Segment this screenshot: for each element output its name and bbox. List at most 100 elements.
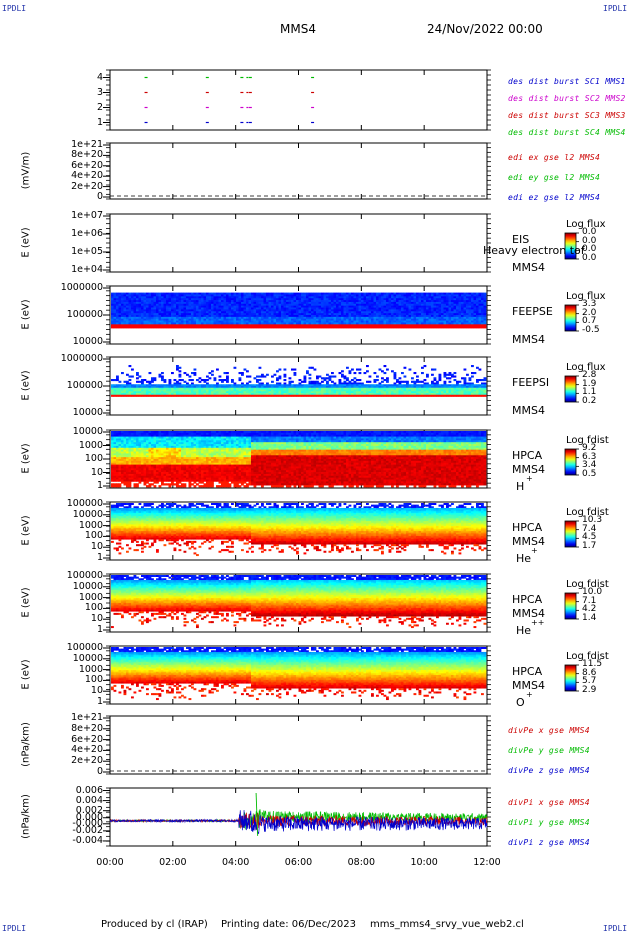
ylabel-eis: E (eV) (21, 203, 32, 283)
ytick-label-hpca_o: 10 (33, 685, 103, 696)
ylabel-feepse: E (eV) (21, 275, 32, 355)
ytick-label-hpca_hepp: 100000 (33, 570, 103, 581)
page: { "corners": {"tl": "IPDLI", "tr": "IPDL… (0, 0, 630, 934)
spectrogram-hpca_hepp (111, 575, 486, 628)
legend-divpi-1: divPi y gse MMS4 (508, 818, 590, 827)
xtick-label: 10:00 (404, 857, 444, 868)
ylabel-hpca_o: E (eV) (21, 635, 32, 715)
spectrogram-hpca_h (111, 431, 486, 487)
ytick-label-hpca_o: 100 (33, 674, 103, 685)
legend-edi-0: edi ex gse l2 MMS4 (508, 153, 600, 162)
ytick-label-hpca_o: 1000 (33, 664, 103, 675)
species-charge-hpca_hepp: ++ (531, 618, 544, 627)
ytick-label-divpe: 0 (33, 766, 103, 777)
legend-divpe-0: divPe x gse MMS4 (508, 726, 590, 735)
legend-burst-3: des dist burst SC4 MMS4 (508, 128, 626, 137)
ytick-label-eis: 1e+05 (33, 246, 103, 257)
ytick-label-edi: 0 (33, 191, 103, 202)
ytick-label-divpe: 6e+20 (33, 734, 103, 745)
ytick-label-hpca_o: 10000 (33, 653, 103, 664)
species-hpca_he: He (516, 552, 531, 565)
ytick-label-eis: 1e+07 (33, 210, 103, 221)
ytick-label-divpi: 0.006 (33, 785, 103, 796)
ylabel-hpca_hepp: E (eV) (21, 563, 32, 643)
legend-edi-2: edi ez gse l2 MMS4 (508, 193, 600, 202)
legend-burst-2: des dist burst SC3 MMS3 (508, 111, 626, 120)
ylabel-hpca_he: E (eV) (21, 491, 32, 571)
instrument-sc-eis: MMS4 (512, 261, 545, 274)
ytick-label-burst: 1 (33, 117, 103, 128)
xtick-label: 06:00 (279, 857, 319, 868)
colorbar-hpca_he (565, 521, 576, 547)
burst-markers (145, 78, 315, 123)
species-hpca_o: O (516, 696, 525, 709)
ytick-label-eis: 1e+04 (33, 264, 103, 275)
ytick-label-hpca_hepp: 10000 (33, 581, 103, 592)
ytick-label-edi: 8e+20 (33, 149, 103, 160)
ytick-label-hpca_hepp: 1000 (33, 592, 103, 603)
panel-frame-edi (110, 143, 487, 199)
ytick-label-hpca_hepp: 10 (33, 613, 103, 624)
ytick-label-divpe: 4e+20 (33, 744, 103, 755)
ytick-label-edi: 4e+20 (33, 170, 103, 181)
ytick-label-burst: 2 (33, 102, 103, 113)
colorbar-value-feepsi: 0.2 (582, 396, 596, 406)
species-hpca_h: H (516, 480, 524, 493)
eis-overlay-text: Heavy electron tof (483, 244, 585, 257)
legend-divpi-0: divPi x gse MMS4 (508, 798, 590, 807)
ytick-label-hpca_he: 10000 (33, 509, 103, 520)
spectrogram-feepse (111, 293, 486, 329)
ylabel-hpca_h: E (eV) (21, 419, 32, 499)
instrument-name-hpca_h: HPCA (512, 449, 542, 462)
ytick-label-hpca_hepp: 1 (33, 624, 103, 635)
colorbar-feepse (565, 305, 576, 331)
colorbar-hpca_o (565, 665, 576, 691)
ytick-label-hpca_he: 1000 (33, 520, 103, 531)
ytick-label-divpi: -0.004 (33, 835, 103, 846)
ytick-label-divpe: 1e+21 (33, 712, 103, 723)
ytick-label-hpca_h: 1 (33, 480, 103, 491)
divpi-traces (110, 793, 487, 836)
ytick-label-divpe: 8e+20 (33, 723, 103, 734)
ytick-label-feepse: 100000 (33, 309, 103, 320)
ytick-label-hpca_he: 100 (33, 530, 103, 541)
ylabel-divpi: (nPa/km) (21, 777, 32, 857)
legend-divpe-2: divPe z gse MMS4 (508, 766, 590, 775)
colorbar-value-hpca_he: 1.7 (582, 541, 596, 551)
ylabel-feepsi: E (eV) (21, 346, 32, 426)
ytick-label-hpca_h: 1000 (33, 440, 103, 451)
instrument-sc-feepsi: MMS4 (512, 404, 545, 417)
legend-divpe-1: divPe y gse MMS4 (508, 746, 590, 755)
ylabel-edi: (mV/m) (21, 131, 32, 211)
colorbar-value-feepse: -0.5 (582, 325, 600, 335)
instrument-name-feepse: FEEPSE (512, 305, 553, 318)
ytick-label-edi: 6e+20 (33, 160, 103, 171)
xtick-label: 08:00 (341, 857, 381, 868)
ytick-label-burst: 4 (33, 72, 103, 83)
colorbar-hpca_hepp (565, 593, 576, 619)
ytick-label-hpca_h: 100 (33, 453, 103, 464)
spectrogram-hpca_he (111, 503, 486, 556)
instrument-sc-feepse: MMS4 (512, 333, 545, 346)
ytick-label-divpi: 0.002 (33, 805, 103, 816)
ytick-label-eis: 1e+06 (33, 228, 103, 239)
species-charge-hpca_h: + (526, 474, 533, 483)
species-charge-hpca_he: + (531, 546, 538, 555)
ytick-label-feepsi: 100000 (33, 380, 103, 391)
xtick-label: 00:00 (90, 857, 130, 868)
ytick-label-edi: 1e+21 (33, 139, 103, 150)
ytick-label-hpca_he: 10 (33, 541, 103, 552)
ytick-label-divpe: 2e+20 (33, 755, 103, 766)
spectrogram-hpca_o (111, 647, 486, 700)
panel-frame-eis (110, 214, 487, 272)
instrument-name-feepsi: FEEPSI (512, 376, 549, 389)
ytick-label-burst: 3 (33, 87, 103, 98)
ytick-label-hpca_hepp: 100 (33, 602, 103, 613)
instrument-name-hpca_o: HPCA (512, 665, 542, 678)
legend-edi-1: edi ey gse l2 MMS4 (508, 173, 600, 182)
ytick-label-feepsi: 10000 (33, 407, 103, 418)
colorbar-value-hpca_h: 0.5 (582, 469, 596, 479)
colorbar-hpca_h (565, 449, 576, 475)
ytick-label-divpi: 0.004 (33, 795, 103, 806)
xtick-label: 04:00 (216, 857, 256, 868)
